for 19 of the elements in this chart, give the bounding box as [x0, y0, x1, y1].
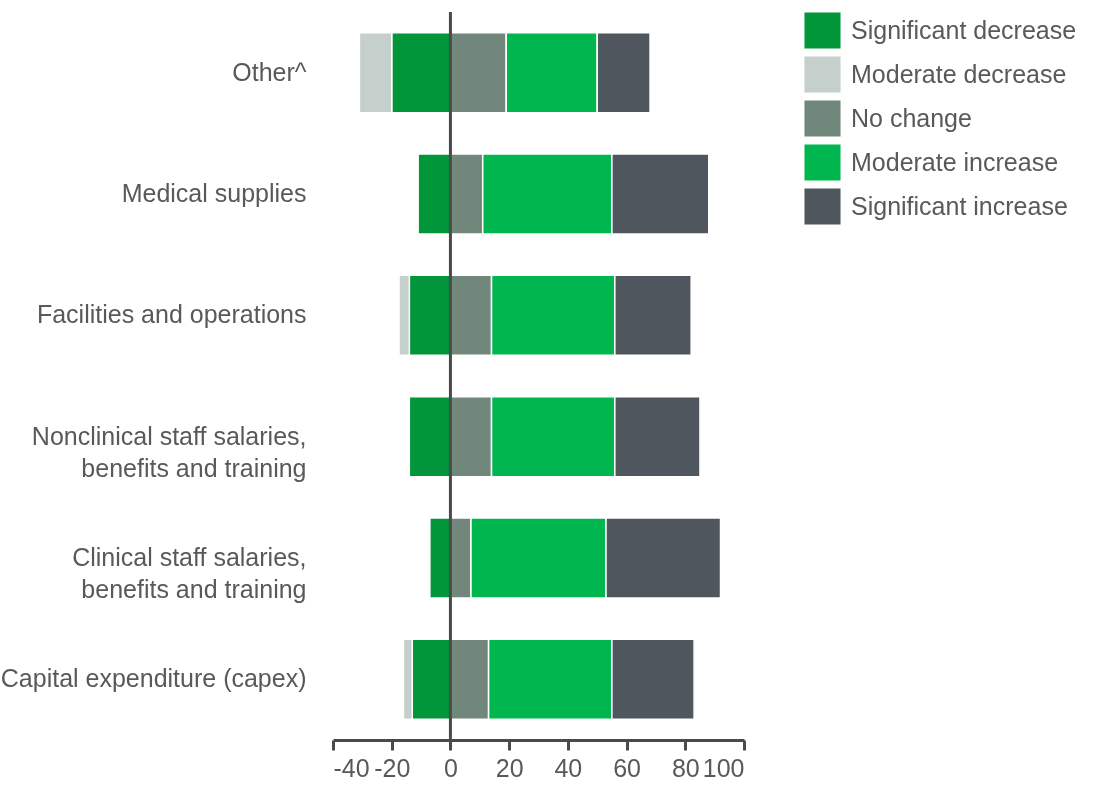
y-tick-label: Other^ [232, 57, 307, 86]
x-tick-label: 100 [702, 753, 745, 782]
y-tick-label: Clinical staff salaries, benefits and training [72, 543, 307, 603]
y-tick-label: Nonclinical staff salaries, benefits and training [31, 421, 307, 482]
legend-label: Significant increase [851, 191, 1068, 220]
x-tick-label: -20 [374, 753, 411, 782]
x-tick-label: 20 [495, 753, 524, 782]
legend-label: Moderate increase [851, 147, 1059, 176]
legend-label: Moderate decrease [851, 59, 1067, 88]
x-tick-label: 0 [443, 753, 458, 782]
x-tick-label: 80 [671, 753, 700, 782]
y-tick-label: Capital expenditure (capex) [0, 664, 307, 693]
x-tick-label: 60 [613, 753, 641, 782]
y-tick-label: Medical supplies [121, 179, 307, 207]
x-tick-label: 40 [554, 753, 583, 782]
legend-label: No change [851, 103, 972, 132]
legend-label: Significant decrease [851, 15, 1077, 44]
y-tick-label: Facilities and operations [36, 300, 307, 329]
x-tick-label: -40 [333, 753, 370, 782]
